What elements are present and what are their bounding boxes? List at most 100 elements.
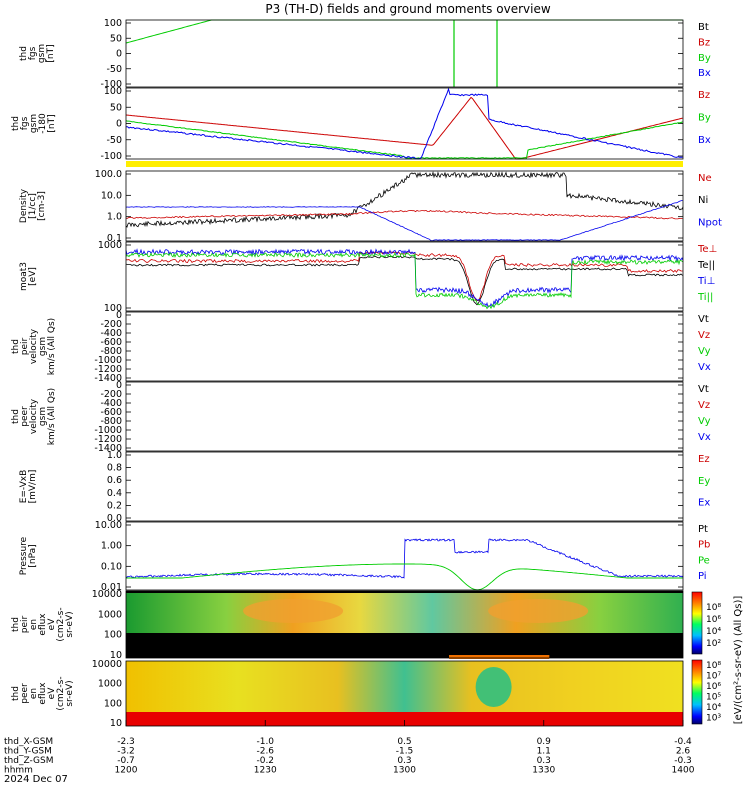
xaxis-value: -0.7 (117, 756, 135, 766)
panel-3-tick: 100.0 (95, 169, 122, 180)
panel-10-tick: 1000 (98, 679, 122, 690)
ylabel-line: peir (20, 337, 30, 355)
panel-8-legend-Pe: Pe (698, 555, 710, 566)
ylabel-line: gsm (29, 114, 39, 133)
panel-6-tick: -800 (100, 416, 122, 427)
panel-1-frame (125, 19, 684, 88)
ylabel-line: thd (11, 686, 21, 701)
ylabel-line: thd (11, 116, 21, 131)
panel-1-tick: 0 (116, 49, 122, 60)
panel-6-tick: 0 (116, 380, 122, 391)
panel-10-tick: 10000 (92, 659, 122, 670)
panel-5-ylabel: thdpeirvelocitygsmkm/s (All Qs) (11, 318, 57, 375)
ylabel-line: km/s (All Qs) (47, 318, 57, 375)
panel-3-legend-Ne: Ne (698, 173, 712, 184)
ylabel-line: moat3 (19, 262, 29, 291)
panel-1-legend-Bz: Bz (698, 37, 710, 48)
colorbar-lower-tick: 10⁸ (706, 661, 721, 671)
xaxis-value: 1.1 (537, 747, 551, 757)
panel-6-tick: -600 (100, 407, 122, 418)
panel-8: Pressure[nPa] 10.00 1.00 0.10 0.01 Pt Pb Pe Pi (19, 520, 710, 593)
ylabel-line: thd (11, 617, 21, 632)
panel-5-tick: -1000 (94, 355, 122, 366)
panel-4-legend-Ti||: Ti|| (697, 292, 713, 303)
spectrogram-hotspot (243, 599, 344, 623)
panel-9-spectrogram (126, 591, 683, 658)
ylabel-line: sr-eV) (65, 680, 75, 706)
xaxis-value: 0.5 (397, 737, 411, 747)
xaxis-value: 0.9 (537, 737, 552, 747)
panel-7-tick: 1.0 (107, 450, 122, 461)
panel-5-tick: -200 (100, 319, 122, 330)
colorbar-upper-tick: 10² (706, 639, 721, 649)
spectrogram-hotspot (488, 599, 589, 623)
quality-flag-bar (126, 161, 683, 167)
panel-2-legend-Bz: Bz (698, 90, 710, 101)
panel-7-legend-Ex: Ex (698, 498, 710, 509)
panel-8-legend-Pb: Pb (698, 540, 710, 551)
panel-2-tick: -50 (106, 135, 122, 146)
panel-2-tick: -100 (100, 151, 122, 162)
ylabel-line: [mV/m] (28, 470, 38, 504)
colorbar-upper-tick: 10⁶ (706, 615, 721, 625)
figure-title: P3 (TH-D) fields and ground moments over… (265, 2, 550, 16)
panel-6-tick: -400 (100, 398, 122, 409)
ylabel-line: E=-VxB (19, 470, 29, 504)
panel-9-tick: 10000 (92, 589, 122, 600)
ylabel-line: en (29, 619, 39, 630)
series-Bx-line (126, 87, 683, 160)
panel-7-tick: 0.2 (107, 500, 122, 511)
panel-4-frame (125, 241, 684, 312)
panel-7: E=-VxB[mV/m] 1.0 0.80.6 0.40.2 0.0 Ez Ey Ex (19, 450, 710, 524)
series-Teperp-line (126, 250, 683, 302)
panel-3-tick: 0.1 (107, 233, 122, 244)
xaxis-value: -1.5 (396, 747, 414, 757)
panel-5-legend-Vz: Vz (698, 330, 710, 341)
panel-7-frame (125, 451, 684, 522)
ylabel-line: thd (11, 339, 21, 354)
panel-6-tick: -200 (100, 389, 122, 400)
xaxis-value: 1230 (254, 766, 277, 776)
colorbar-lower-tick: 10⁵ (706, 693, 721, 703)
panel-2: thdfgsgsm-180[nT] 100 50 0 -50 -100 Bz By Bx (11, 86, 711, 162)
series-Pe-line (126, 563, 683, 591)
xaxis-value: 1400 (672, 766, 695, 776)
panel-6-tick: -1000 (94, 425, 122, 436)
ylabel-line: velocity (29, 328, 39, 364)
panel-5-tick: -800 (100, 346, 122, 357)
panel-5-legend-Vx: Vx (698, 362, 711, 373)
panel-6-legend-Vz: Vz (698, 400, 710, 411)
panel-5: thdpeirvelocitygsmkm/s (All Qs) 0-200-400… (11, 310, 711, 384)
panel-6: thdpeervelocitygsmkm/s (All Qs) 0-200-400… (11, 380, 711, 454)
panel-8-tick: 10.00 (95, 520, 122, 531)
panel-5-tick: -1400 (94, 373, 122, 384)
panel-6-legend-Vt: Vt (698, 384, 709, 395)
panel-5-tick: -600 (100, 337, 122, 348)
panel-9-tick: 100 (104, 630, 122, 641)
panel-6-legend-Vy: Vy (698, 416, 711, 427)
panel-3-frame (125, 170, 684, 242)
ylabel-line: -180 (38, 113, 48, 134)
panel-9-frame (125, 590, 684, 659)
series-Tipar-line (125, 252, 684, 310)
ylabel-line: thd (11, 409, 21, 424)
xaxis-value: -1.0 (256, 737, 274, 747)
panel-1-legend-Bx: Bx (698, 68, 711, 79)
panel-10-tick: 10 (110, 718, 122, 729)
colorbar-lower-tick: 10⁴ (706, 703, 721, 713)
series-Ne-line (126, 209, 683, 220)
panel-8-tick: 0.10 (101, 561, 122, 572)
xaxis-row-label: thd_Z-GSM (4, 756, 53, 766)
panel-8-legend-Pi: Pi (698, 571, 707, 582)
panel-7-tick: 0.6 (107, 475, 122, 486)
panel-2-ylabel: thdfgsgsm-180[nT] (11, 113, 57, 134)
panel-2-tick: 50 (110, 102, 122, 113)
ylabel-line: thd (19, 46, 29, 61)
panel-5-tick: -1200 (94, 364, 122, 375)
panel-1-lines (125, 19, 683, 87)
ylabel-line: eflux (38, 613, 48, 636)
panel-2-legend-By: By (698, 113, 711, 124)
panel-5-legend-Vt: Vt (698, 314, 709, 325)
colorbar-lower-tick: 10³ (706, 714, 721, 724)
